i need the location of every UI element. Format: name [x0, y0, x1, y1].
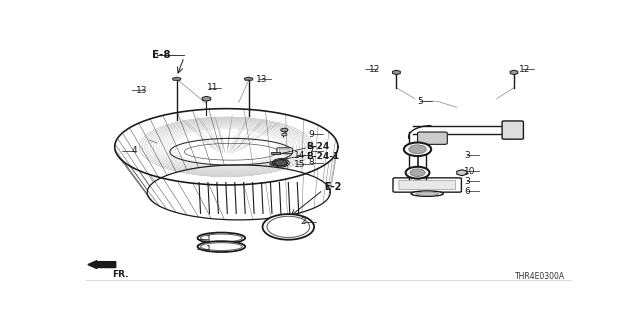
Text: 14: 14: [294, 151, 306, 160]
Circle shape: [270, 163, 275, 165]
Text: 8: 8: [308, 158, 314, 167]
Text: 3: 3: [465, 177, 470, 186]
Polygon shape: [172, 77, 181, 80]
Text: 4: 4: [131, 146, 137, 155]
Text: 11: 11: [207, 83, 218, 92]
FancyBboxPatch shape: [502, 121, 524, 139]
Ellipse shape: [404, 142, 431, 156]
Text: 12: 12: [519, 65, 531, 74]
Text: 13: 13: [256, 75, 268, 84]
Text: 2: 2: [301, 218, 307, 227]
Text: 1: 1: [205, 244, 211, 253]
Ellipse shape: [200, 234, 242, 242]
Ellipse shape: [200, 243, 242, 251]
Text: 10: 10: [465, 167, 476, 176]
Ellipse shape: [411, 191, 444, 196]
FancyBboxPatch shape: [417, 132, 447, 144]
Text: 3: 3: [465, 151, 470, 160]
Ellipse shape: [406, 167, 429, 179]
Ellipse shape: [198, 233, 245, 244]
FancyBboxPatch shape: [277, 148, 292, 154]
Text: FR.: FR.: [112, 269, 129, 278]
Text: E-8: E-8: [152, 50, 170, 60]
Text: B-24: B-24: [306, 142, 329, 151]
Ellipse shape: [409, 145, 426, 154]
FancyArrow shape: [88, 261, 116, 268]
FancyBboxPatch shape: [393, 178, 461, 192]
Circle shape: [275, 160, 287, 166]
Text: 6: 6: [465, 187, 470, 196]
FancyBboxPatch shape: [399, 180, 456, 190]
Polygon shape: [244, 77, 253, 80]
Text: 1: 1: [205, 235, 211, 244]
Text: 7: 7: [308, 146, 314, 155]
Text: 15: 15: [294, 160, 306, 169]
Bar: [271, 152, 280, 154]
Text: 9: 9: [308, 130, 314, 139]
Ellipse shape: [198, 241, 245, 252]
Text: 13: 13: [136, 86, 147, 95]
Text: THR4E0300A: THR4E0300A: [515, 272, 565, 281]
Text: E-2: E-2: [324, 182, 342, 192]
Text: 5: 5: [417, 97, 423, 106]
Text: 12: 12: [369, 65, 380, 74]
Ellipse shape: [262, 214, 314, 240]
FancyBboxPatch shape: [280, 149, 290, 153]
Ellipse shape: [416, 192, 438, 195]
Ellipse shape: [410, 169, 425, 176]
Ellipse shape: [267, 216, 310, 237]
Text: B-24-1: B-24-1: [306, 152, 339, 161]
